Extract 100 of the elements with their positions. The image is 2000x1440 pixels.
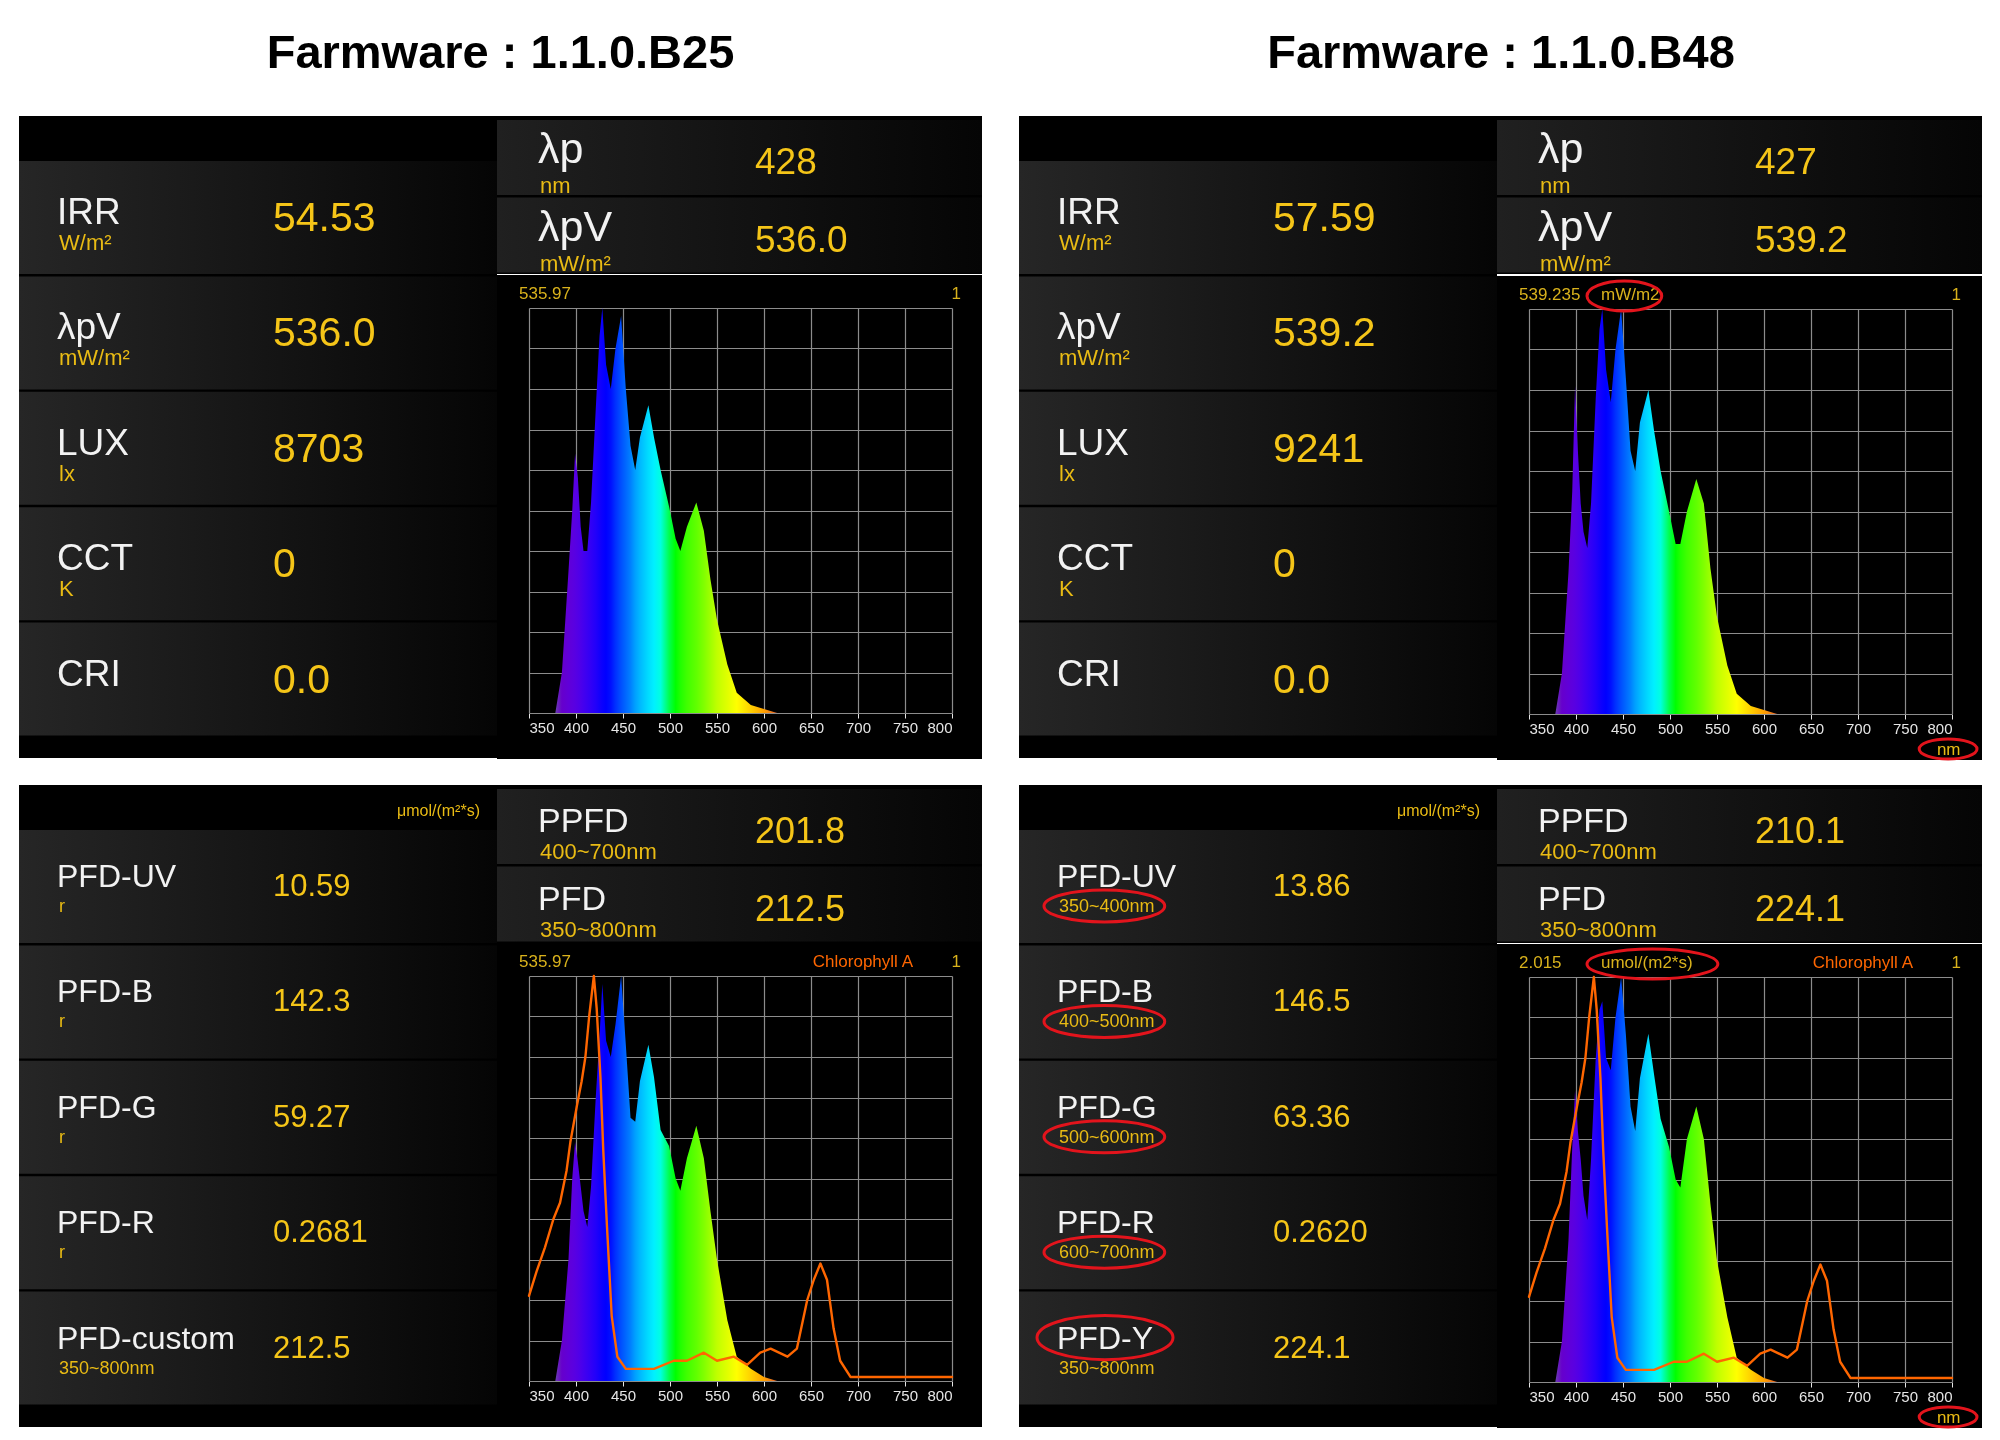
text: PFD-B r (57, 973, 153, 1032)
text: PFD-UV 350~400nm (1057, 858, 1177, 916)
text: 1 (951, 284, 961, 303)
x-tick-label: 550 (1704, 1387, 1731, 1405)
x-tick-label: 350 (1529, 719, 1555, 737)
x-tick-label: 450 (1610, 719, 1637, 737)
text: PFD-G r (57, 1088, 157, 1147)
text: 1 (1951, 953, 1961, 972)
text: Chlorophyll A (1812, 953, 1914, 972)
text: PFD 350~800nm (1538, 878, 1657, 942)
text: CRI (57, 652, 121, 694)
text: LUX lx (1057, 421, 1129, 486)
text: μmol/(m²*s) (1397, 802, 1480, 819)
x-tick-label: 700 (845, 718, 872, 736)
x-tick-label: 550 (1704, 719, 1731, 737)
x-tick-label: 800 (927, 718, 953, 736)
x-tick-label: 500 (657, 718, 684, 736)
text: 212.5 (755, 887, 846, 929)
x-tick-label: 500 (657, 1386, 684, 1404)
text: 9241 (1273, 424, 1365, 471)
x-tick-label: 600 (1751, 719, 1778, 737)
text: 54.53 (273, 194, 376, 240)
text: 0.0 (1273, 655, 1330, 702)
text: λp nm (1538, 124, 1584, 198)
x-tick-label: 800 (927, 1386, 953, 1404)
text: 13.86 (1273, 868, 1351, 903)
x-tick-label: 650 (1798, 1387, 1825, 1405)
x-tick-label: 650 (798, 718, 825, 736)
x-tick-label: 700 (1845, 719, 1872, 737)
x-tick-label: 400 (563, 1386, 590, 1404)
x-tick-label: 550 (704, 1386, 731, 1404)
text: 10.59 (273, 868, 351, 903)
text: PPFD 400~700nm (538, 801, 657, 864)
text: λp nm (538, 124, 584, 198)
text: umol/(m2*s) (1601, 953, 1693, 972)
x-tick-label: 600 (751, 1386, 778, 1404)
x-tick-label: 700 (1845, 1387, 1872, 1405)
text: 0.0 (273, 655, 330, 702)
text: 536.0 (755, 218, 848, 260)
text: 142.3 (273, 983, 351, 1019)
x-tick-label: 750 (892, 1386, 919, 1404)
x-tick-label: 700 (845, 1386, 872, 1404)
text: 535.97 (519, 952, 571, 971)
x-tick-label: 350 (1529, 1387, 1555, 1405)
text: PFD 350~800nm (538, 878, 657, 942)
x-tick-label: 400 (1563, 1387, 1590, 1405)
text: 428 (755, 141, 817, 182)
text: Chlorophyll A (812, 952, 914, 971)
text: Farmware : 1.1.0.B48 (1267, 25, 1735, 78)
x-tick-label: 400 (1563, 719, 1590, 737)
text: LUX lx (57, 421, 129, 486)
text: 212.5 (273, 1329, 351, 1365)
text: CRI (1057, 652, 1121, 694)
x-tick-label: 550 (704, 718, 731, 736)
x-tick-label: 800 (1927, 1387, 1953, 1405)
text: Farmware : 1.1.0.B25 (266, 25, 735, 78)
x-tick-label: 750 (1892, 719, 1919, 737)
text: 63.36 (1273, 1098, 1351, 1134)
text: 427 (1755, 141, 1817, 182)
text: IRR W/m² (57, 191, 121, 255)
text: 0.2681 (273, 1214, 368, 1250)
text: 1 (951, 952, 961, 971)
x-tick-label: 800 (1927, 719, 1953, 737)
text: PFD-UV r (57, 858, 177, 916)
x-tick-label: 450 (610, 718, 637, 736)
text: 210.1 (1755, 810, 1846, 851)
text: PPFD 400~700nm (1538, 801, 1657, 864)
x-tick-label: 350 (529, 1386, 555, 1404)
text: PFD-G 500~600nm (1057, 1088, 1157, 1147)
text: λpV mW/m² (57, 306, 130, 371)
text: 539.2 (1755, 218, 1848, 260)
x-tick-label: 500 (1657, 1387, 1684, 1405)
text: 536.0 (273, 309, 376, 356)
text: μmol/(m²*s) (397, 802, 480, 819)
x-axis-title: nm (1936, 739, 1961, 759)
text: CCT K (57, 537, 134, 602)
text: 539.235 (1519, 285, 1581, 304)
text: PFD-custom 350~800nm (57, 1319, 235, 1378)
x-tick-label: 600 (751, 718, 778, 736)
x-axis-title: nm (1936, 1407, 1961, 1427)
text: IRR W/m² (1057, 191, 1121, 255)
text: λpV mW/m² (1538, 201, 1613, 276)
x-tick-label: 450 (610, 1386, 637, 1404)
x-tick-label: 350 (529, 718, 555, 736)
x-tick-label: 450 (1610, 1387, 1637, 1405)
text: 59.27 (273, 1098, 351, 1134)
text: 2.015 (1519, 953, 1562, 972)
text: 146.5 (1273, 983, 1351, 1019)
x-tick-label: 750 (1892, 1387, 1919, 1405)
text: 0.2620 (1273, 1214, 1368, 1250)
text: PFD-R r (57, 1204, 155, 1263)
x-tick-label: 650 (1798, 719, 1825, 737)
text: PFD-R 600~700nm (1057, 1204, 1155, 1263)
text: mW/m2 (1601, 285, 1660, 304)
text: 8703 (273, 424, 365, 471)
text: PFD-Y 350~800nm (1057, 1319, 1155, 1378)
text: 0 (273, 540, 296, 587)
x-tick-label: 400 (563, 718, 590, 736)
text: PFD-B 400~500nm (1057, 973, 1155, 1032)
text: 535.97 (519, 284, 571, 303)
